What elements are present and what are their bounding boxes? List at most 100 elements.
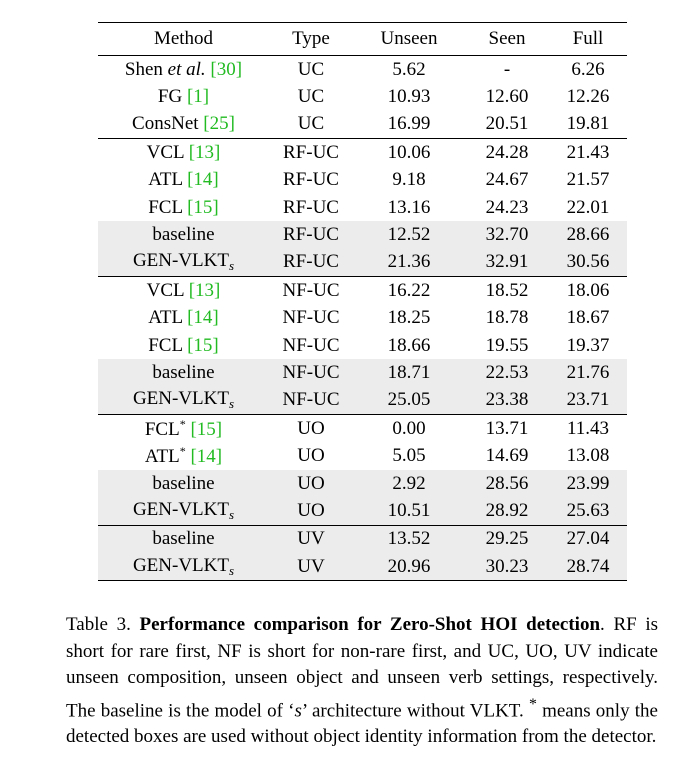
table-row: ATL* [14] UO 5.05 14.69 13.08 (98, 442, 627, 469)
type-cell: RF-UC (269, 138, 353, 167)
seen-cell: 19.55 (485, 334, 529, 356)
method-cell: VCL [13] (98, 138, 269, 167)
header-method: Method (153, 28, 214, 49)
seen-cell: 18.78 (485, 307, 529, 329)
method-name: FG (157, 86, 183, 108)
header-full: Full (572, 28, 604, 49)
method-superscript: * (179, 416, 186, 431)
citation-link: [13] (188, 141, 221, 163)
caption-body-1: . RF is short for rare first, NF is shor… (66, 614, 659, 721)
table-row: ATL [14] NF-UC 18.25 18.78 18.67 (98, 305, 627, 332)
type-cell: NF-UC (269, 276, 353, 305)
type-cell: UO (269, 469, 353, 498)
citation-link: [1] (186, 86, 210, 108)
citation-link: [25] (203, 113, 235, 135)
citation-link: [30] (210, 58, 243, 80)
method-superscript: * (179, 444, 186, 459)
unseen-cell: 16.99 (387, 113, 431, 135)
method-name: ConsNet (132, 113, 199, 135)
table-row: FCL [15] RF-UC 13.16 24.23 22.01 (98, 194, 627, 221)
seen-cell: 12.60 (485, 86, 529, 108)
seen-cell: 28.56 (465, 469, 549, 498)
type-cell: UC (297, 113, 325, 135)
table-row: GEN-VLKTs NF-UC 25.05 23.38 23.71 (98, 386, 627, 415)
method-name: baseline (152, 528, 215, 550)
seen-cell: 29.25 (465, 524, 549, 554)
unseen-cell: 10.06 (353, 138, 465, 167)
unseen-cell: 18.25 (387, 307, 431, 329)
table-row: FG [1] UC 10.93 12.60 12.26 (98, 83, 627, 110)
table-row: GEN-VLKTs UO 10.51 28.92 25.63 (98, 497, 627, 526)
citation-link: [14] (187, 307, 219, 329)
table-row: baseline NF-UC 18.71 22.53 21.76 (98, 359, 627, 387)
seen-cell: 20.51 (485, 113, 529, 135)
method-cell: ConsNet [25] (98, 111, 269, 139)
seen-cell: 32.91 (465, 248, 549, 277)
method-subscript: s (228, 506, 235, 522)
table-row: ATL [14] RF-UC 9.18 24.67 21.57 (98, 167, 627, 194)
method-cell: GEN-VLKTs (98, 248, 269, 277)
table-row: baseline UO 2.92 28.56 23.99 (98, 469, 627, 498)
unseen-cell: 10.93 (387, 86, 431, 108)
full-cell: 18.06 (549, 276, 627, 305)
unseen-cell: 13.52 (353, 524, 465, 554)
unseen-cell: 25.05 (353, 386, 465, 415)
table-body: Shen et al. [30] UC 5.62 - 6.26 FG [1] UC 10.93… (98, 56, 627, 581)
type-cell: UC (297, 86, 325, 108)
header-type: Type (292, 28, 330, 49)
type-cell: NF-UC (282, 334, 340, 356)
caption-label: Table 3. (66, 614, 131, 635)
unseen-cell: 18.71 (353, 359, 465, 387)
type-cell: UV (269, 524, 353, 554)
method-name: VCL (146, 141, 184, 163)
table-row: baseline UV 13.52 29.25 27.04 (98, 524, 627, 554)
table-row: ConsNet [25] UC 16.99 20.51 19.81 (98, 111, 627, 139)
method-name: VCL (146, 279, 184, 301)
table-row: GEN-VLKTs RF-UC 21.36 32.91 30.56 (98, 248, 627, 277)
citation-link: [15] (187, 196, 219, 218)
full-cell: 21.43 (549, 138, 627, 167)
type-cell: UV (269, 553, 353, 581)
table-caption: Table 3. Performance comparison for Zero… (66, 612, 658, 751)
full-cell: 11.43 (549, 414, 627, 443)
unseen-cell: 20.96 (353, 553, 465, 581)
full-cell: 28.74 (549, 553, 627, 581)
caption-symbol: s (294, 699, 302, 721)
method-name: Shen et al. (124, 58, 206, 80)
method-cell: ATL* [14] (98, 442, 269, 469)
seen-cell: 23.38 (465, 386, 549, 415)
full-cell: 25.63 (549, 497, 627, 526)
full-cell: 19.81 (566, 113, 610, 135)
method-name: GEN-VLKT (132, 250, 229, 272)
unseen-cell: 21.36 (353, 248, 465, 277)
header-unseen: Unseen (380, 28, 438, 49)
method-cell: FCL [15] (98, 194, 269, 221)
citation-link: [15] (190, 418, 223, 440)
seen-cell: 30.23 (465, 553, 549, 581)
citation-link: [14] (190, 446, 223, 468)
type-cell: UO (297, 445, 325, 467)
full-cell: 23.71 (549, 386, 627, 415)
method-subscript: s (228, 562, 235, 578)
full-cell: 21.57 (566, 169, 610, 191)
unseen-cell: 0.00 (353, 414, 465, 443)
method-cell: FG [1] (98, 83, 269, 110)
method-cell: baseline (98, 221, 269, 249)
table-row: VCL [13] NF-UC 16.22 18.52 18.06 (98, 276, 627, 305)
full-cell: 12.26 (566, 86, 610, 108)
method-name: baseline (152, 224, 215, 246)
method-cell: GEN-VLKTs (98, 386, 269, 415)
seen-cell: 24.23 (485, 196, 529, 218)
seen-cell: 28.92 (465, 497, 549, 526)
full-cell: 18.67 (566, 307, 610, 329)
caption-body-3: means only the detected boxes are used w… (66, 699, 658, 748)
seen-cell: 32.70 (465, 221, 549, 249)
type-cell: UO (269, 414, 353, 443)
method-subscript: s (228, 258, 235, 274)
method-name: GEN-VLKT (132, 498, 229, 520)
unseen-cell: 5.05 (392, 445, 426, 467)
header-row: Method Type Unseen Seen Full (98, 22, 627, 56)
table-row: GEN-VLKTs UV 20.96 30.23 28.74 (98, 553, 627, 581)
full-cell: 22.01 (566, 196, 610, 218)
full-cell: 13.08 (566, 445, 610, 467)
